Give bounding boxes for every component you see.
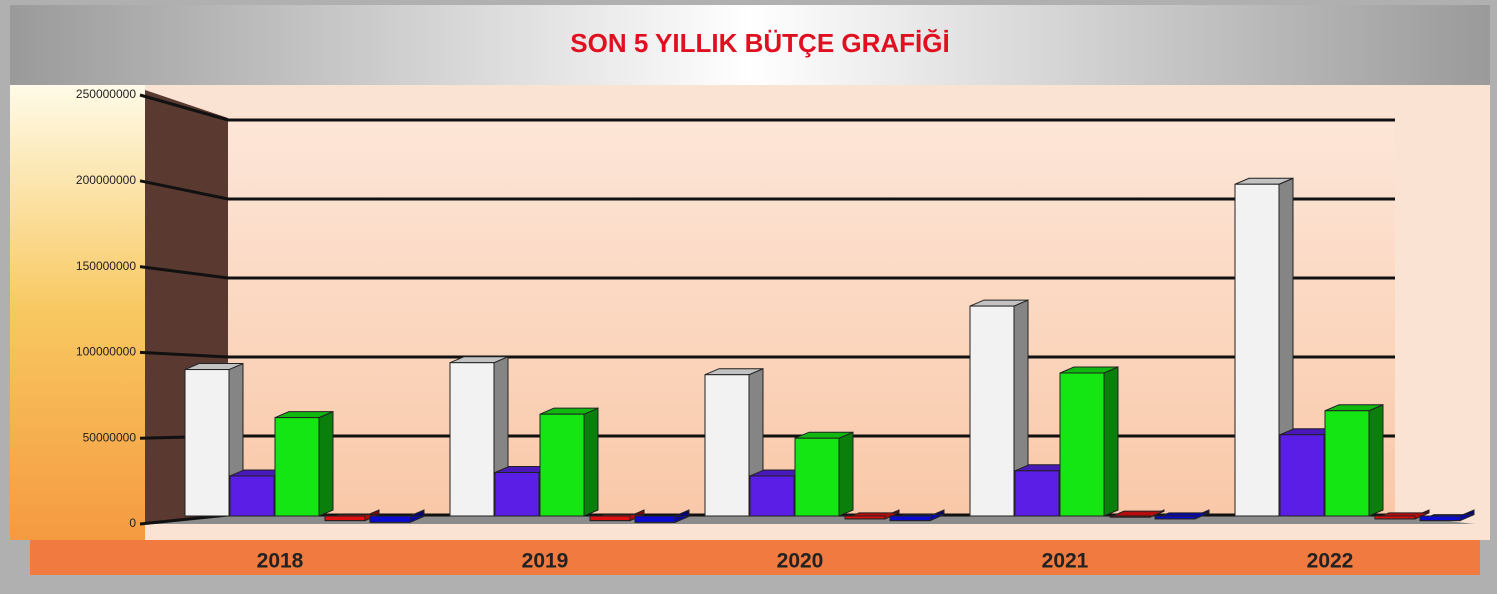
axis-band [10,85,145,540]
y-tick-label: 0 [129,516,136,530]
grid-line [139,93,1395,122]
bar [1324,410,1370,517]
grid-line [139,179,1395,201]
y-tick-label: 150000000 [76,259,136,273]
x-tick-label: 2020 [777,550,824,573]
bar-side [318,410,334,517]
bar [749,475,795,517]
bar [844,515,886,520]
bar-side [583,407,599,517]
bar [589,515,631,522]
grid-line [139,265,1395,280]
bar-side [1103,366,1119,517]
bar [539,413,585,517]
y-tick-label: 250000000 [76,87,136,101]
bar-side [1368,403,1384,517]
bar [494,472,540,517]
x-tick-label: 2022 [1307,550,1354,573]
bar [324,515,366,522]
y-tick-label: 200000000 [76,173,136,187]
bar [1154,515,1196,520]
bar [1374,515,1416,520]
bar-side [838,431,854,517]
bar [1419,515,1461,522]
bar [449,362,495,517]
bar [889,515,931,522]
bar [1234,183,1280,517]
y-tick-label: 50000000 [83,430,137,444]
bar [274,417,320,517]
bar [184,369,230,517]
bar [1109,515,1151,518]
category-band [30,540,1480,575]
bar [794,437,840,517]
bar [1059,372,1105,517]
bar [704,374,750,517]
chart-title: SON 5 YILLIK BÜTÇE GRAFİĞİ [570,28,949,58]
bar [1014,470,1060,517]
y-tick-label: 100000000 [76,345,136,359]
x-tick-label: 2019 [522,550,569,573]
bar [229,475,275,517]
bar [1279,434,1325,517]
bar [369,515,411,523]
header-band [10,5,1490,85]
x-tick-label: 2018 [257,550,304,573]
bar [969,305,1015,517]
bar [634,515,676,523]
x-tick-label: 2021 [1042,550,1089,573]
